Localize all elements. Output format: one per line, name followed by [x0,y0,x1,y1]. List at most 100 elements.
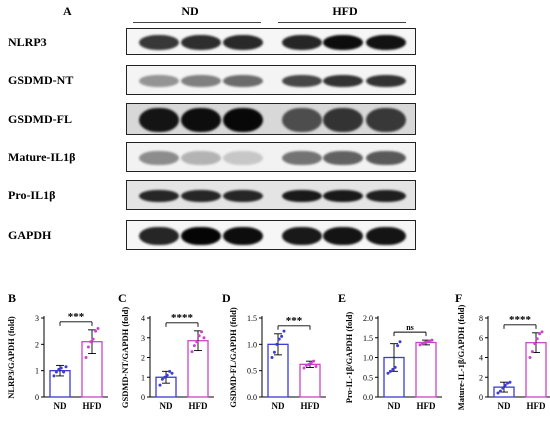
data-point [54,370,58,374]
blot-band [139,35,179,50]
significance-label: ns [406,323,414,332]
y-tick-label: 1.0 [247,340,257,349]
data-point [425,340,429,344]
y-tick-label: 0 [479,393,483,402]
data-point [420,342,424,346]
group-line-hfd [278,22,406,23]
data-point [195,340,199,344]
panel-letter: B [8,291,16,305]
data-point [423,340,427,344]
blot-band [139,108,179,132]
data-point [165,373,169,377]
blot-band [366,108,406,132]
bar [299,363,321,398]
blot-band [223,151,263,165]
x-tick-label: ND [160,401,173,411]
data-point [86,345,90,349]
y-tick-label: 1 [141,373,145,382]
data-point [496,391,500,395]
y-tick-label: 0 [141,393,145,402]
blot-band [323,190,363,202]
blot-band [223,75,263,87]
data-point [501,386,505,390]
y-tick-label: 3 [141,334,145,343]
group-line-nd [133,22,261,23]
x-tick-label: HFD [189,401,208,411]
data-point [430,338,434,342]
blot-band [181,190,221,202]
y-axis-label: NLRP3/GAPDH (fold) [6,316,16,399]
data-point [307,362,311,366]
data-point [386,371,390,375]
blot-row: GAPDH [0,220,550,250]
y-axis-label: GSDMD-FL/GAPDH (fold) [228,307,238,408]
blot-band [323,35,363,50]
blot-band [282,75,322,87]
data-point [282,329,286,333]
y-tick-label: 4 [141,314,145,323]
y-tick-label: 6 [479,334,483,343]
blot-image [126,180,416,210]
data-point [160,377,164,381]
blot-row: Pro-IL1β [0,180,550,210]
data-point [418,343,422,347]
y-tick-label: 1.5 [247,314,257,323]
data-point [163,375,167,379]
data-point [277,337,281,341]
blot-band [282,151,322,165]
y-tick-label: 2 [35,340,39,349]
group-label-hfd: HFD [332,4,358,18]
data-point [535,337,539,341]
blot-label: Pro-IL1β [8,188,56,202]
blot-label: GSDMD-NT [8,73,74,87]
data-point [158,383,162,387]
blot-band [181,35,221,50]
blot-band [223,35,263,50]
data-point [540,330,544,334]
data-point [314,364,318,368]
data-point [200,330,204,334]
y-axis-label: GSDMD-NT/GAPDH (fold) [120,307,130,408]
data-point [91,337,95,341]
y-axis-label: Mature-IL-1β/GAPDH (fold) [456,305,466,411]
blot-image [126,65,416,95]
blot-band [181,75,221,87]
panel-letter: D [222,291,231,305]
blot-image [126,28,416,55]
blot-band [366,151,406,165]
blot-label: GAPDH [8,228,52,242]
data-point [528,356,532,359]
data-point [275,342,279,346]
data-point [533,342,537,346]
significance-label: *** [286,315,303,327]
group-label-nd: ND [181,4,199,18]
blot-band [223,108,263,132]
blot-band [181,151,221,165]
data-point [59,366,63,370]
data-point [398,340,402,344]
data-point [388,369,392,373]
data-point [170,371,174,375]
data-point [202,336,206,340]
y-tick-label: 1.0 [363,354,373,363]
y-tick-label: 0.0 [363,393,373,402]
panel-letter: C [118,291,127,305]
y-tick-label: 0.0 [247,393,257,402]
significance-label: **** [171,312,194,324]
data-point [94,329,98,333]
data-point [393,365,397,369]
blot-image [126,103,416,135]
data-point [270,356,274,359]
blot-image [126,220,416,250]
data-point [168,369,172,373]
bar [415,341,437,398]
blot-band [181,108,221,132]
y-tick-label: 2.0 [363,314,373,323]
data-point [62,370,66,374]
data-point [302,366,306,370]
blot-band [323,151,363,165]
blot-band [323,75,363,87]
data-point [530,350,534,354]
y-tick-label: 4 [479,354,483,363]
data-point [391,367,395,371]
